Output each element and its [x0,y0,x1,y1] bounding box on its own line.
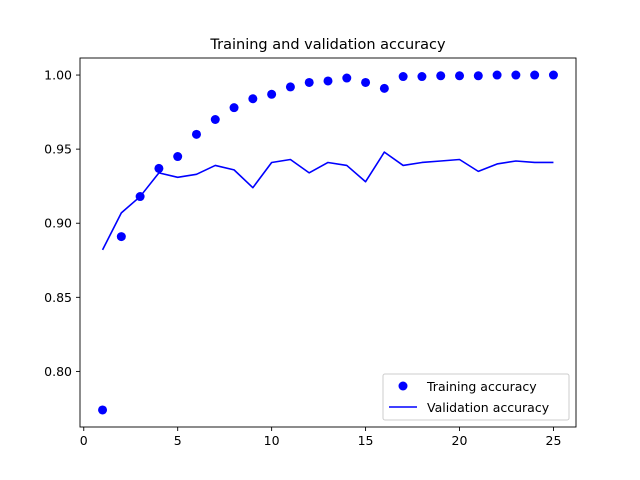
plot-area [98,70,558,415]
x-tick-label: 20 [452,433,468,448]
training-accuracy-point [229,103,239,113]
legend-label-training: Training accuracy [426,379,537,394]
training-accuracy-point [210,115,220,124]
training-accuracy-point [304,77,314,87]
training-accuracy-point [473,71,483,81]
x-tick-label: 10 [264,433,280,448]
training-accuracy-point [267,89,277,99]
training-accuracy-point [173,152,183,162]
training-accuracy-point [511,70,521,80]
y-tick-label: 1.00 [44,68,72,83]
y-tick-label: 0.85 [44,290,72,305]
training-accuracy-point [398,72,408,82]
training-accuracy-point [191,129,201,139]
training-accuracy-point [116,232,126,242]
x-tick-label: 0 [80,433,88,448]
x-tick-label: 25 [546,433,562,448]
training-accuracy-point [285,82,295,92]
validation-accuracy-line [101,151,554,251]
training-accuracy-point [248,94,258,104]
training-accuracy-point [323,76,333,86]
training-accuracy-point [492,70,502,80]
training-accuracy-point [361,77,371,87]
legend: Training accuracy Validation accuracy [382,373,570,421]
training-accuracy-point [135,192,145,202]
training-accuracy-point [455,71,465,81]
chart-title: Training and validation accuracy [209,37,446,53]
training-accuracy-point [342,73,352,83]
legend-box [382,373,570,421]
plot-frame [79,57,577,428]
training-accuracy-point [530,70,540,80]
y-tick-label: 0.80 [44,364,72,379]
training-accuracy-point [379,83,389,93]
x-axis: 0 5 10 15 20 25 [80,427,562,448]
y-tick-label: 0.90 [44,216,72,231]
y-tick-label: 0.95 [44,142,72,157]
x-tick-label: 15 [358,433,374,448]
training-accuracy-point [417,72,427,82]
legend-label-validation: Validation accuracy [427,400,550,415]
training-accuracy-point [98,405,108,415]
legend-marker-training [398,381,408,391]
training-accuracy-point [436,71,446,81]
training-accuracy-point [154,163,164,173]
y-axis: 0.80 0.85 0.90 0.95 1.00 [44,68,80,379]
training-accuracy-point [548,70,558,80]
x-tick-label: 5 [174,433,182,448]
